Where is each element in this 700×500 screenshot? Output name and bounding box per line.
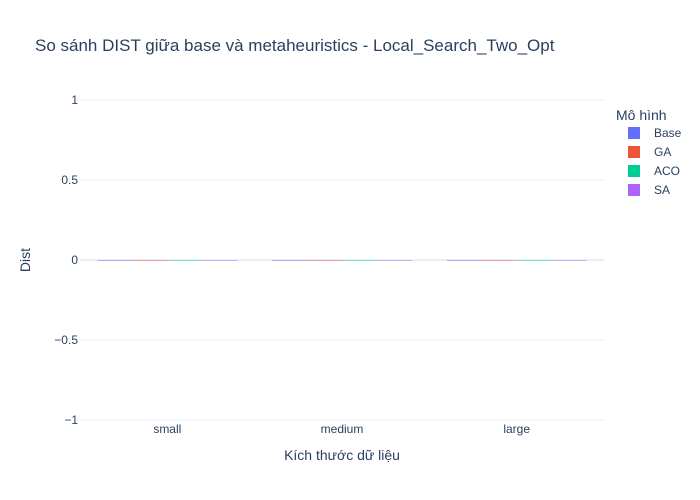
x-tick-labels: small medium large [153,422,530,436]
y-tick-label: −0.5 [54,333,78,347]
legend-title: Mô hình [616,107,667,123]
x-tick-label: medium [321,422,364,436]
legend[interactable]: Mô hình Base GA ACO SA [616,107,682,197]
x-tick-label: large [503,422,530,436]
x-axis-title: Kích thước dữ liệu [284,447,400,463]
legend-swatch [628,146,640,158]
legend-swatch [628,165,640,177]
y-tick-label: 1 [71,93,78,107]
chart-title: So sánh DIST giữa base và metaheuristics… [35,36,555,55]
bar [167,260,203,261]
bar [516,260,552,261]
bar [446,260,482,261]
x-tick-label: small [153,422,181,436]
y-tick-labels: 1 0.5 0 −0.5 −1 [54,93,78,427]
bar [551,260,587,261]
bar [307,260,342,261]
legend-label: Base [654,126,682,140]
y-axis-title: Dist [17,248,33,272]
y-tick-label: 0.5 [61,173,78,187]
y-tick-label: 0 [71,253,78,267]
bar [202,260,238,261]
bar [97,260,133,261]
legend-swatch [628,127,640,139]
legend-swatch [628,184,640,196]
bar [132,260,168,261]
bar [342,260,377,261]
bar [376,260,412,261]
legend-label: GA [654,145,671,159]
bar [481,260,517,261]
bars [97,260,587,261]
legend-label: SA [654,183,670,197]
bar [272,260,308,261]
legend-label: ACO [654,164,680,178]
y-tick-label: −1 [64,413,78,427]
